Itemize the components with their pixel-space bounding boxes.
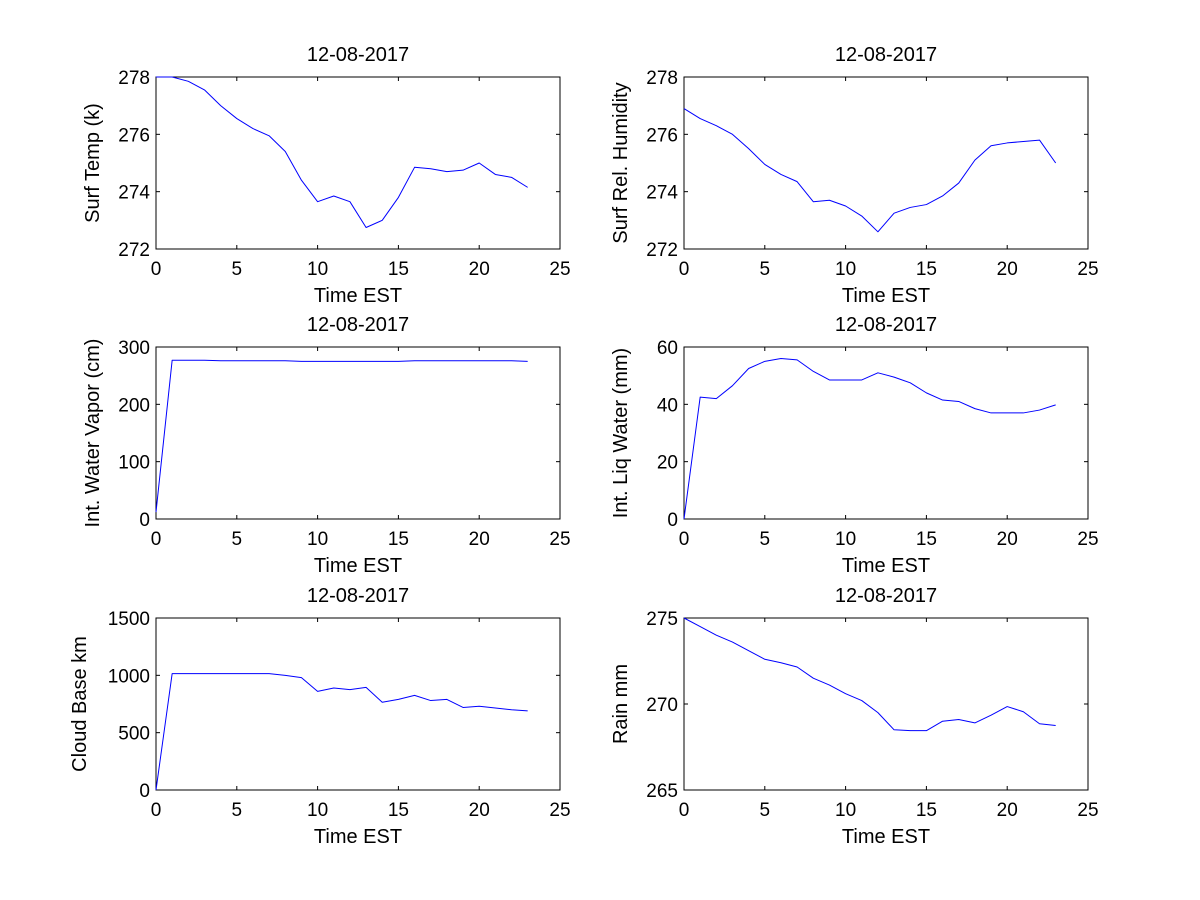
x-tick-label: 10 [835,800,856,821]
y-tick-label: 272 [118,240,150,261]
x-tick-label: 15 [916,259,937,280]
y-axis-label: Surf Temp (k) [82,103,104,223]
y-tick-label: 40 [657,395,678,416]
series-line-rain [683,617,1056,732]
y-tick-label: 300 [118,338,150,359]
x-axis-label: Time EST [314,285,402,307]
axes-frame [155,617,561,791]
y-tick-label: 1000 [108,666,150,687]
y-tick-label: 500 [118,724,150,745]
x-tick-label: 25 [1077,800,1098,821]
y-tick-label: 20 [657,453,678,474]
x-tick-label: 0 [679,800,690,821]
y-tick-label: 100 [118,453,150,474]
x-tick-label: 10 [307,800,328,821]
y-tick-label: 200 [118,395,150,416]
subplot-4: 0 5 10 15 20 25 0 20 40 60 12-08-2017 Time EST Int. … [610,314,1099,577]
subplot-1: 0 5 10 15 20 25 272 274 276 278 12-08-2017 Time EST… [82,44,571,307]
y-tick-label: 0 [139,781,150,802]
x-tick-label: 20 [469,800,490,821]
y-tick-label: 278 [118,68,150,89]
x-tick-label: 25 [549,529,570,550]
x-tick-label: 15 [388,800,409,821]
subplot-3: 0 5 10 15 20 25 0 100 200 300 12-08-2017 Time EST In… [82,314,571,577]
x-tick-label: 5 [760,529,771,550]
x-tick-label: 20 [997,259,1018,280]
x-tick-label: 0 [151,529,162,550]
chart-title: 12-08-2017 [307,585,409,607]
x-tick-label: 5 [232,529,243,550]
y-axis-label: Cloud Base km [69,636,91,772]
x-tick-label: 15 [916,800,937,821]
x-tick-label: 0 [151,800,162,821]
y-tick-label: 276 [118,125,150,146]
y-tick-label: 278 [646,68,678,89]
y-tick-label: 274 [646,183,678,204]
x-tick-label: 5 [760,259,771,280]
subplot-5: 0 5 10 15 20 25 0 500 1000 1500 12-08-2017 Time EST… [69,585,571,848]
x-tick-label: 20 [997,800,1018,821]
y-tick-label: 265 [646,781,678,802]
y-tick-label: 275 [646,609,678,630]
axes-frame [155,346,561,520]
y-axis-label: Rain mm [610,664,632,744]
chart-title: 12-08-2017 [307,44,409,66]
y-tick-label: 1500 [108,609,150,630]
series-line-surf-rel-humidity [683,108,1057,233]
x-axis-label: Time EST [314,555,402,577]
x-tick-label: 25 [1077,259,1098,280]
axes-frame [155,76,561,250]
x-tick-label: 0 [679,529,690,550]
y-tick-label: 270 [646,695,678,716]
y-tick-label: 0 [139,510,150,531]
chart-title: 12-08-2017 [835,585,937,607]
x-tick-label: 15 [388,259,409,280]
x-tick-label: 10 [307,259,328,280]
x-tick-label: 5 [232,800,243,821]
x-axis-label: Time EST [842,285,930,307]
x-tick-label: 5 [760,800,771,821]
series-line-int-liq-water [683,357,1056,520]
chart-title: 12-08-2017 [307,314,409,336]
x-tick-label: 20 [469,529,490,550]
x-tick-label: 10 [307,529,328,550]
x-tick-label: 20 [469,259,490,280]
y-tick-label: 274 [118,183,150,204]
series-line-int-water-vapor [155,359,528,513]
y-axis-label: Int. Water Vapor (cm) [82,339,104,528]
chart-title: 12-08-2017 [835,44,937,66]
x-tick-label: 5 [232,259,243,280]
subplot-6: 0 5 10 15 20 25 265 270 275 12-08-2017 Time EST Rai… [610,585,1099,848]
x-tick-label: 25 [549,259,570,280]
x-tick-label: 25 [549,800,570,821]
chart-title: 12-08-2017 [835,314,937,336]
x-tick-label: 25 [1077,529,1098,550]
x-tick-label: 15 [388,529,409,550]
series-line-cloud-base [155,673,528,791]
x-tick-label: 0 [151,259,162,280]
axes-frame [683,76,1089,250]
series-line-surf-temp [156,76,528,228]
subplot-2: 0 5 10 15 20 25 272 274 276 278 12-08-2017 Time EST… [610,44,1099,307]
axes-frame [683,617,1089,791]
x-tick-label: 10 [835,259,856,280]
y-tick-label: 276 [646,125,678,146]
y-axis-label: Surf Rel. Humidity [610,82,632,243]
y-tick-label: 60 [657,338,678,359]
x-axis-label: Time EST [842,555,930,577]
y-axis-label: Int. Liq Water (mm) [610,348,632,518]
y-tick-label: 272 [646,240,678,261]
x-axis-label: Time EST [842,826,930,848]
x-tick-label: 10 [835,529,856,550]
y-tick-label: 0 [667,510,678,531]
x-axis-label: Time EST [314,826,402,848]
axes-frame [683,346,1089,520]
x-tick-label: 20 [997,529,1018,550]
x-tick-label: 0 [679,259,690,280]
x-tick-label: 15 [916,529,937,550]
